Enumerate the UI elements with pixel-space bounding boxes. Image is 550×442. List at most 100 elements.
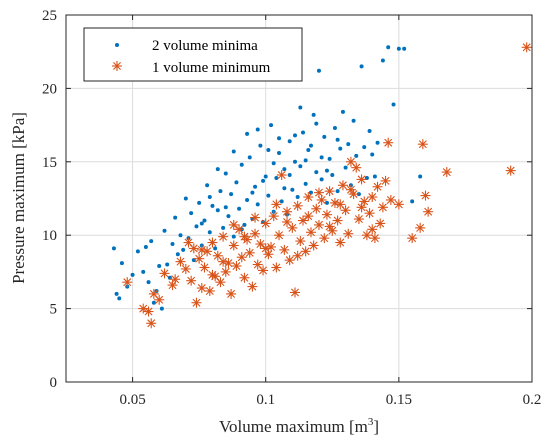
data-point	[159, 306, 164, 311]
data-point	[279, 199, 284, 204]
data-point	[138, 303, 149, 314]
data-point	[199, 262, 210, 273]
data-point	[393, 199, 404, 210]
data-point	[260, 243, 271, 254]
data-point	[196, 283, 207, 294]
data-point	[271, 262, 282, 273]
data-point	[332, 126, 337, 131]
data-point	[260, 218, 271, 229]
legend-label-series-1: 2 volume minima	[152, 38, 258, 54]
data-point	[255, 202, 260, 207]
data-point	[247, 281, 258, 292]
data-point	[295, 236, 306, 247]
data-point	[157, 264, 162, 269]
data-point	[205, 183, 210, 188]
x-tick-label: 0.05	[119, 392, 145, 408]
axis-ticks: 0.05 0.1 0.15 0.2 0 5 10 15 20 25	[42, 8, 541, 408]
data-point	[154, 294, 165, 305]
data-point	[189, 211, 194, 216]
data-point	[367, 128, 372, 133]
data-point	[308, 143, 313, 148]
data-point	[303, 181, 308, 186]
data-point	[375, 218, 386, 229]
x-axis-label-superscript: 3	[368, 416, 374, 428]
data-point	[345, 184, 356, 195]
data-point	[271, 161, 276, 166]
data-point	[322, 134, 327, 139]
data-point	[343, 228, 354, 239]
data-point	[111, 246, 116, 251]
data-point	[199, 221, 204, 226]
data-point	[367, 192, 378, 203]
data-point	[162, 228, 167, 233]
data-point	[383, 137, 394, 148]
data-point	[223, 205, 228, 210]
data-point	[313, 187, 324, 198]
data-point	[324, 186, 335, 197]
legend-marker-series-1	[115, 43, 119, 47]
data-point	[298, 105, 303, 110]
x-axis-label-main: Volume maximum [m	[219, 417, 368, 436]
data-point	[261, 178, 266, 183]
data-point	[375, 140, 380, 145]
plot-frame	[65, 14, 533, 383]
data-point	[292, 250, 303, 261]
data-point	[234, 180, 239, 185]
data-point	[258, 143, 263, 148]
data-point	[258, 265, 269, 276]
data-point	[170, 242, 175, 247]
data-point	[324, 168, 329, 173]
data-point	[165, 262, 170, 267]
data-point	[396, 46, 401, 51]
data-point	[279, 244, 290, 255]
data-point	[316, 68, 321, 73]
data-point	[135, 249, 140, 254]
data-point	[183, 237, 194, 248]
data-point	[335, 199, 346, 210]
data-point	[340, 109, 345, 114]
data-point	[215, 208, 220, 213]
data-point	[266, 193, 271, 198]
data-point	[255, 239, 266, 250]
data-point	[282, 206, 293, 217]
data-point	[180, 263, 191, 274]
data-point	[114, 291, 119, 296]
y-tick-label: 0	[50, 375, 58, 391]
data-point	[215, 167, 220, 172]
data-point	[311, 203, 322, 214]
data-point	[218, 189, 223, 194]
data-point	[356, 192, 361, 197]
data-point	[269, 123, 274, 128]
data-point	[255, 127, 260, 132]
data-point	[183, 196, 188, 201]
data-point	[213, 246, 218, 251]
data-point	[207, 195, 212, 200]
data-point	[119, 261, 124, 266]
data-point	[239, 231, 250, 242]
data-point	[385, 194, 396, 205]
data-point	[151, 300, 156, 305]
data-point	[250, 190, 255, 195]
data-point	[369, 233, 380, 244]
data-point	[130, 272, 135, 277]
data-point	[316, 194, 327, 205]
data-point	[196, 244, 207, 255]
data-point	[253, 184, 258, 189]
data-point	[223, 171, 228, 176]
data-point	[226, 288, 237, 299]
data-point	[303, 192, 314, 203]
data-point	[335, 137, 340, 142]
data-point	[319, 155, 324, 160]
data-point	[143, 306, 154, 317]
data-point	[274, 175, 279, 180]
data-point	[324, 200, 329, 205]
data-point	[266, 148, 271, 153]
data-point	[173, 215, 178, 220]
data-point	[343, 165, 348, 170]
data-point	[223, 258, 234, 269]
data-point	[335, 189, 340, 194]
x-tick-label: 0.2	[523, 392, 542, 408]
data-point	[420, 190, 431, 201]
data-point	[210, 203, 215, 208]
data-point	[282, 186, 287, 191]
